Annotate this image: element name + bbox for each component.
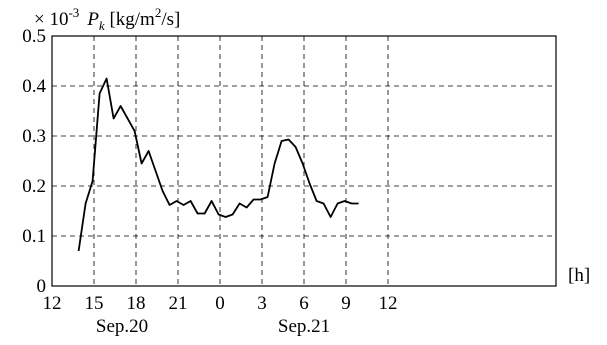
y-axis-multiplier: × 10: [34, 9, 68, 30]
x-tick-label: 12: [43, 293, 62, 314]
y-axis-unit: [kg/m: [105, 9, 155, 30]
x-tick-label: 6: [299, 293, 309, 314]
date-label: Sep.21: [278, 316, 330, 337]
y-axis-variable-subscript: k: [99, 18, 105, 33]
grid-layer: [52, 36, 556, 286]
x-tick-label: 0: [215, 293, 225, 314]
x-tick-label: 9: [341, 293, 351, 314]
x-tick-label: 18: [127, 293, 146, 314]
x-axis-label: [h]: [568, 265, 590, 286]
plot-frame: [51, 35, 557, 287]
y-tick-label: 0.1: [22, 226, 46, 247]
y-tick-label: 0.5: [22, 26, 46, 47]
y-tick-label: 0.3: [22, 126, 46, 147]
x-tick-label: 3: [257, 293, 267, 314]
y-axis-multiplier-exponent: -3: [68, 5, 79, 20]
y-axis-variable: P: [86, 9, 99, 30]
x-tick-label: 21: [169, 293, 188, 314]
y-tick-label: 0.2: [22, 176, 46, 197]
y-axis-label: × 10-3 Pk [kg/m2/s]: [34, 5, 180, 33]
date-label: Sep.20: [96, 316, 148, 337]
date-label-layer: Sep.20 Sep.21: [96, 316, 330, 337]
x-tick-label: 15: [85, 293, 104, 314]
series-layer: [77, 77, 359, 252]
series-line: [77, 77, 359, 252]
x-tick-label: 12: [379, 293, 398, 314]
y-axis-unit-suffix: /s]: [161, 9, 180, 30]
y-axis-unit-exponent: 2: [155, 5, 162, 20]
y-tick-label: 0.4: [22, 76, 46, 97]
y-tick-label: 0: [37, 276, 47, 297]
